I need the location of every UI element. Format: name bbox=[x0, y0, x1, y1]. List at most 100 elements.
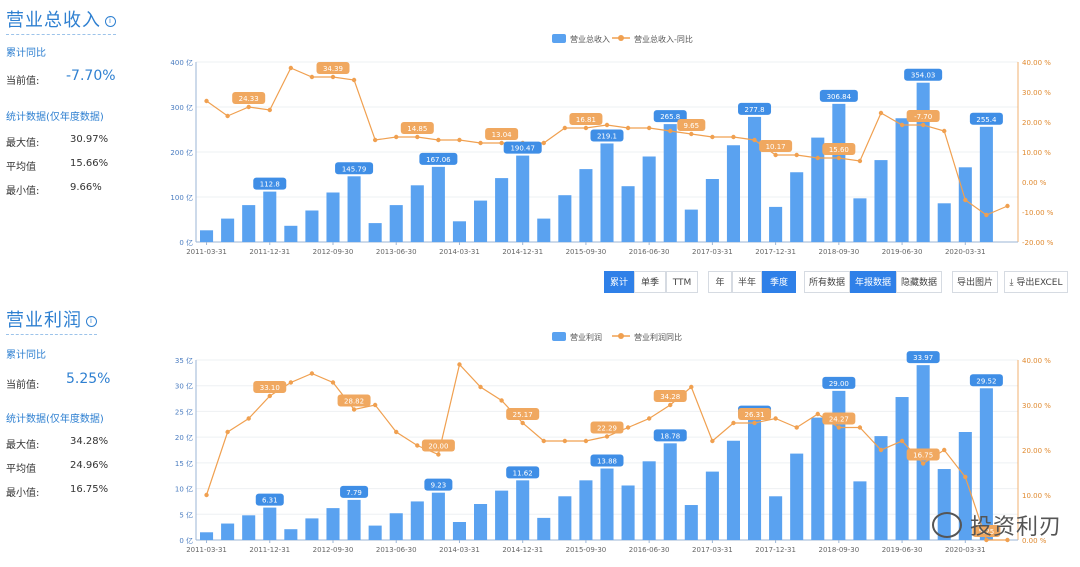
x-tick-label: 2016-06-30 bbox=[629, 248, 670, 256]
current-label: 当前值: bbox=[6, 76, 40, 87]
x-tick-label: 2017-12-31 bbox=[755, 248, 796, 256]
max-label: 最大值: bbox=[6, 440, 40, 451]
bar-value-label: 145.79 bbox=[342, 165, 367, 173]
watermark-text: 投资利刃 bbox=[969, 515, 1062, 540]
cum-label: 累计同比 bbox=[6, 48, 46, 59]
bar bbox=[221, 218, 235, 242]
current-label: 当前值: bbox=[6, 380, 40, 391]
current-value: -7.70% bbox=[66, 68, 116, 84]
bar bbox=[326, 192, 340, 242]
bar bbox=[895, 118, 909, 242]
yoy-point bbox=[309, 371, 315, 376]
legend-bar-label: 营业利润 bbox=[570, 332, 602, 342]
quarter-button[interactable]: 季度 bbox=[762, 271, 796, 293]
bar bbox=[347, 499, 361, 540]
yoy-point bbox=[351, 407, 357, 412]
info-icon[interactable]: i bbox=[86, 315, 97, 327]
bar bbox=[748, 419, 762, 540]
bar bbox=[705, 471, 719, 540]
bar bbox=[368, 223, 382, 242]
bar bbox=[431, 166, 445, 242]
bar-value-label-bg bbox=[424, 478, 453, 491]
x-tick-label: 2019-06-30 bbox=[882, 546, 923, 554]
min-label: 最小值: bbox=[6, 488, 40, 499]
bar bbox=[263, 507, 277, 540]
yoy-point bbox=[204, 492, 209, 498]
x-tick-label: 2014-03-31 bbox=[439, 248, 480, 256]
bar-value-label-bg bbox=[653, 110, 687, 123]
line-value-label-bg bbox=[822, 412, 856, 425]
bar-value-label: 306.84 bbox=[827, 93, 852, 101]
yoy-point bbox=[478, 140, 483, 146]
line-value-label: 10.17 bbox=[766, 143, 786, 151]
avg-value: 24.96% bbox=[70, 460, 109, 471]
bar bbox=[284, 529, 298, 540]
yoy-point bbox=[436, 137, 441, 143]
bar-value-label-bg bbox=[590, 454, 624, 467]
yoy-point bbox=[267, 107, 272, 113]
yoy-point bbox=[646, 125, 652, 131]
line-value-label-bg bbox=[906, 110, 940, 122]
line-value-label-bg bbox=[759, 140, 793, 152]
yoy-point bbox=[625, 125, 631, 131]
bar bbox=[874, 160, 888, 242]
export-image-button[interactable]: 导出图片 bbox=[952, 271, 998, 293]
annual-data-button[interactable]: 年报数据 bbox=[850, 271, 896, 293]
profit-side-stats: 累计同比 当前值: 5.25% 统计数据(仅年度数据) 最大值: 34.28% … bbox=[6, 346, 156, 506]
info-icon[interactable]: i bbox=[105, 15, 116, 27]
bar-value-label-bg bbox=[822, 376, 856, 389]
yoy-point bbox=[562, 125, 568, 131]
line-value-label: -7.70 bbox=[914, 113, 932, 121]
bar bbox=[600, 468, 614, 540]
all-data-button[interactable]: 所有数据 bbox=[804, 271, 850, 293]
bar bbox=[452, 522, 466, 540]
yoy-point bbox=[225, 113, 230, 119]
single-quarter-button[interactable]: 单季 bbox=[634, 271, 666, 293]
max-label: 最大值: bbox=[6, 138, 40, 149]
legend-bar-label: 营业总收入 bbox=[570, 34, 610, 44]
bar bbox=[663, 124, 677, 242]
line-value-label: 20.00 bbox=[428, 443, 448, 451]
bar-value-label-bg bbox=[506, 466, 540, 479]
yoy-point bbox=[415, 134, 420, 140]
year-button[interactable]: 年 bbox=[708, 271, 732, 293]
yoy-point bbox=[815, 155, 820, 161]
bar-value-label-bg bbox=[904, 68, 943, 81]
bar bbox=[263, 191, 277, 242]
bar-value-label: 7.79 bbox=[346, 489, 362, 497]
cumulative-button[interactable]: 累计 bbox=[604, 271, 634, 293]
x-tick-label: 2019-06-30 bbox=[882, 248, 923, 256]
export-excel-button[interactable]: ⤓ 导出EXCEL bbox=[1004, 271, 1068, 293]
x-tick-label: 2020-03-31 bbox=[945, 248, 986, 256]
yoy-point bbox=[625, 425, 631, 430]
x-tick-label: 2018-09-30 bbox=[819, 248, 860, 256]
y-right-tick-label: 0.00 % bbox=[1022, 537, 1047, 545]
bar bbox=[621, 186, 635, 242]
hide-data-button[interactable]: 隐藏数据 bbox=[896, 271, 942, 293]
yoy-point bbox=[478, 384, 483, 390]
line-value-label-bg bbox=[337, 394, 371, 407]
bar-value-label: 265.8 bbox=[660, 113, 680, 121]
yoy-point bbox=[773, 416, 778, 421]
yoy-point bbox=[499, 398, 504, 403]
bar bbox=[326, 508, 340, 540]
x-tick-label: 2017-03-31 bbox=[692, 248, 733, 256]
bar bbox=[431, 492, 445, 540]
bar-value-label: 112.8 bbox=[260, 181, 280, 189]
yoy-point bbox=[710, 134, 715, 140]
ttm-button[interactable]: TTM bbox=[666, 271, 698, 293]
y-left-tick-label: 25 亿 bbox=[175, 407, 193, 416]
half-year-button[interactable]: 半年 bbox=[732, 271, 762, 293]
yoy-point bbox=[457, 362, 462, 367]
bar bbox=[389, 513, 403, 540]
line-value-label-bg bbox=[253, 381, 287, 393]
bar bbox=[558, 496, 572, 540]
y-right-tick-label: -10.00 % bbox=[1022, 209, 1054, 217]
yoy-point bbox=[920, 122, 926, 128]
yoy-point bbox=[920, 461, 926, 466]
avg-value: 15.66% bbox=[70, 158, 109, 169]
yoy-point bbox=[878, 447, 884, 453]
y-left-tick-label: 0 亿 bbox=[179, 536, 193, 545]
x-tick-label: 2011-12-31 bbox=[249, 546, 290, 554]
y-left-tick-label: 30 亿 bbox=[175, 382, 193, 391]
